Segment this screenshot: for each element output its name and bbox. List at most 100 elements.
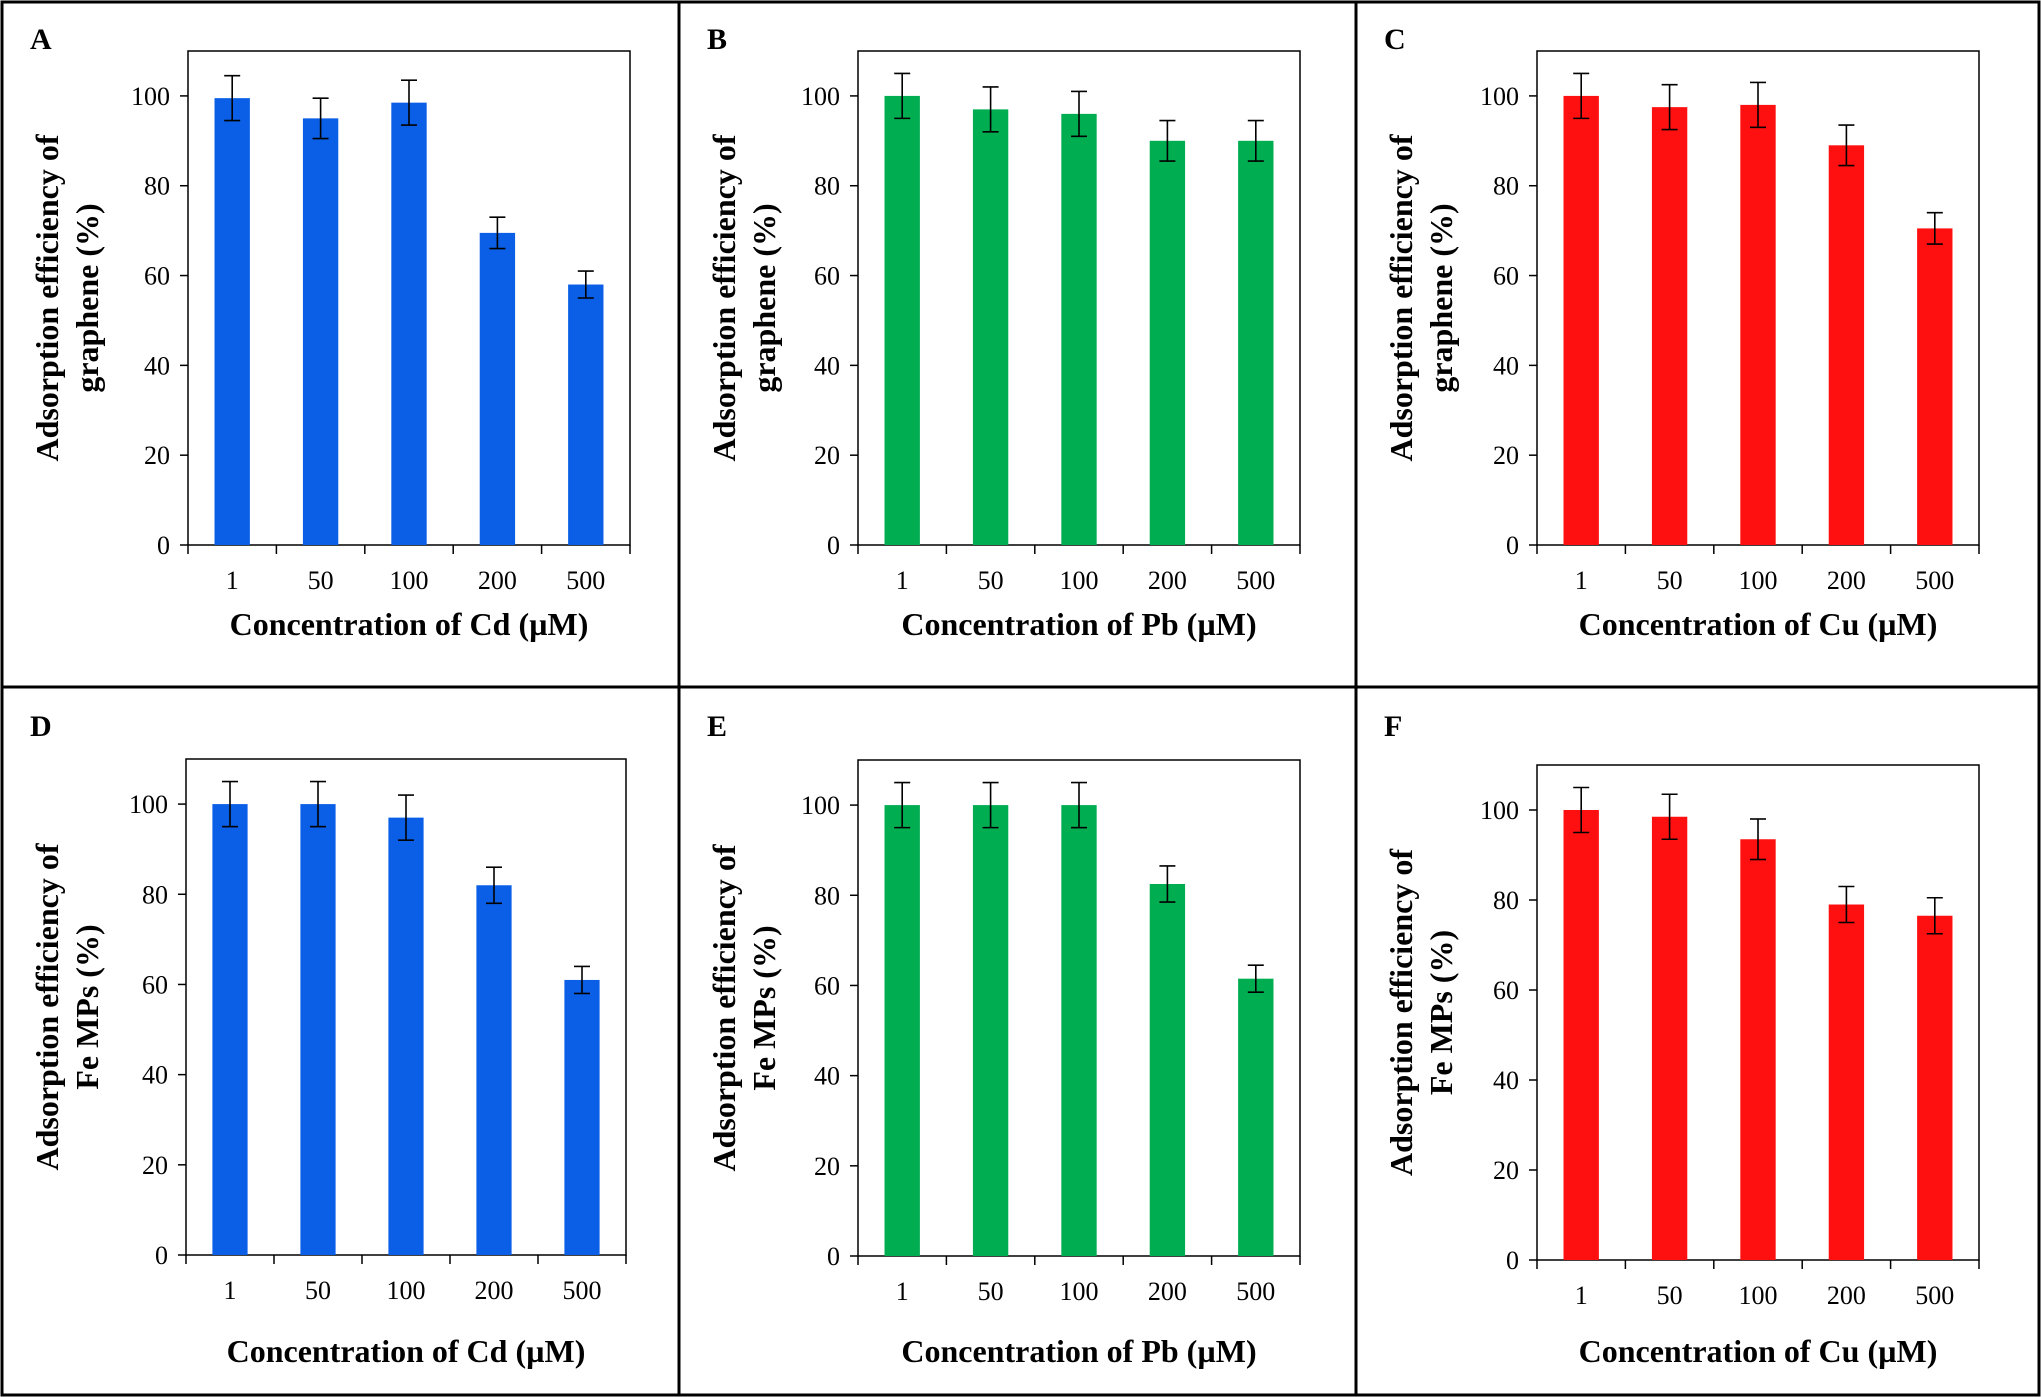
error-bar-500 [1247, 119, 1264, 162]
y-tick-label: 20 [1493, 1156, 1519, 1185]
y-axis-title: Adsorption efficiency of Fe MPs (%) [29, 843, 105, 1170]
x-tick-label: 200 [1148, 566, 1187, 595]
y-tick-label: 40 [1493, 351, 1519, 380]
bar-100 [391, 102, 427, 546]
bar-500 [568, 284, 604, 545]
y-axis-title-line-1: Adsorption efficiency of [1383, 849, 1419, 1176]
panel-f: F 0 20 40 60 80 100 1 50 100 200 500 Concentration o… [1354, 685, 2041, 1397]
y-tick-label: 20 [814, 1152, 840, 1181]
error-bar-200 [489, 216, 506, 250]
error-bar-50 [310, 780, 326, 828]
panel-e: E 0 20 40 60 80 100 1 50 100 200 500 Concentration o… [677, 685, 1358, 1397]
bar-50 [972, 805, 1009, 1256]
y-axis-title-line-1: Adsorption efficiency of [1383, 134, 1419, 461]
x-tick-label: 50 [1657, 566, 1683, 595]
error-bar-500 [1926, 896, 1943, 935]
x-tick-label: 200 [1148, 1277, 1187, 1306]
panel-d: D 0 20 40 60 80 100 1 50 100 200 500 Concentration o… [0, 685, 681, 1397]
y-axis-title-line-1: Adsorption efficiency of [29, 134, 65, 461]
y-axis-title: Adsorption efficiency of graphene (%) [1383, 134, 1459, 461]
error-bar-1 [1573, 786, 1590, 834]
error-bar-100 [398, 794, 414, 841]
bar-1 [1563, 95, 1599, 545]
y-tick-label: 60 [814, 262, 840, 291]
bar-200 [1149, 884, 1186, 1256]
y-axis-title: Adsorption efficiency of graphene (%) [706, 134, 782, 461]
panel-b: B 0 20 40 60 80 100 1 50 100 200 500 Concentration o… [677, 0, 1358, 689]
y-axis-title-line-2: graphene (%) [746, 203, 782, 392]
y-axis-title: Adsorption efficiency of Fe MPs (%) [706, 844, 782, 1171]
error-bar-50 [312, 97, 329, 140]
y-tick-label: 60 [1493, 976, 1519, 1005]
x-tick-label: 1 [896, 566, 909, 595]
x-tick-label: 50 [978, 566, 1004, 595]
y-tick-label: 60 [814, 971, 840, 1000]
error-bar-100 [401, 79, 417, 126]
x-tick-label: 1 [226, 566, 239, 595]
y-axis-title-line-2: graphene (%) [1423, 203, 1459, 392]
bar-200 [1828, 904, 1865, 1260]
x-tick-label: 500 [1915, 566, 1954, 595]
x-tick-label: 200 [1827, 1281, 1866, 1310]
y-tick-label: 80 [144, 172, 170, 201]
error-bar-200 [486, 866, 502, 905]
x-axis-title: Concentration of Cd (µM) [230, 606, 589, 642]
error-bar-50 [982, 781, 999, 829]
x-tick-label: 500 [1915, 1281, 1954, 1310]
panel-letter: D [30, 710, 52, 743]
x-tick-label: 100 [1060, 566, 1099, 595]
error-bar-1 [222, 780, 238, 828]
y-tick-label: 40 [144, 351, 170, 380]
error-bar-500 [1247, 964, 1264, 994]
x-axis-title: Concentration of Cd (µM) [227, 1333, 586, 1369]
y-tick-label: 80 [814, 172, 840, 201]
y-tick-label: 100 [129, 790, 168, 819]
y-tick-label: 100 [801, 791, 840, 820]
bar-50 [300, 804, 336, 1255]
x-tick-label: 1 [1575, 566, 1588, 595]
bar-100 [1740, 839, 1776, 1260]
y-tick-label: 0 [827, 1242, 840, 1271]
y-tick-label: 80 [1493, 172, 1519, 201]
y-tick-label: 40 [814, 351, 840, 380]
error-bar-100 [1071, 90, 1087, 138]
error-bar-100 [1071, 781, 1087, 829]
x-tick-label: 200 [478, 566, 517, 595]
y-tick-label: 0 [827, 531, 840, 560]
bar-1 [884, 805, 920, 1256]
x-tick-label: 100 [1739, 1281, 1778, 1310]
y-tick-label: 40 [142, 1061, 168, 1090]
y-tick-label: 100 [1480, 82, 1519, 111]
error-bar-200 [1159, 865, 1176, 903]
y-tick-label: 20 [1493, 441, 1519, 470]
bar-50 [1651, 107, 1688, 546]
y-tick-label: 40 [1493, 1066, 1519, 1095]
x-tick-label: 500 [1236, 1277, 1275, 1306]
x-tick-label: 200 [1827, 566, 1866, 595]
bar-500 [1917, 915, 1953, 1260]
x-axis-title: Concentration of Pb (µM) [901, 1333, 1256, 1369]
bar-200 [479, 232, 516, 545]
bar-1 [212, 804, 248, 1255]
y-axis-title-line-2: Fe MPs (%) [746, 925, 782, 1090]
x-tick-label: 100 [390, 566, 429, 595]
x-tick-label: 50 [1657, 1281, 1683, 1310]
bar-200 [476, 885, 512, 1255]
bar-200 [1149, 140, 1186, 545]
error-bar-1 [224, 74, 241, 122]
bar-1 [884, 95, 920, 545]
y-tick-label: 80 [1493, 886, 1519, 915]
panel-c: C 0 20 40 60 80 100 1 50 100 200 500 Concentration o… [1354, 0, 2041, 689]
x-tick-label: 50 [305, 1276, 331, 1305]
panel-letter: A [30, 23, 52, 56]
x-tick-label: 50 [308, 566, 334, 595]
y-tick-label: 40 [814, 1062, 840, 1091]
y-axis-title: Adsorption efficiency of Fe MPs (%) [1383, 849, 1459, 1176]
y-tick-label: 20 [144, 441, 170, 470]
panel-letter: C [1384, 23, 1406, 56]
y-axis-title-line-2: Fe MPs (%) [69, 924, 105, 1089]
y-tick-label: 20 [142, 1151, 168, 1180]
bar-100 [1061, 805, 1097, 1256]
bar-100 [388, 817, 424, 1255]
